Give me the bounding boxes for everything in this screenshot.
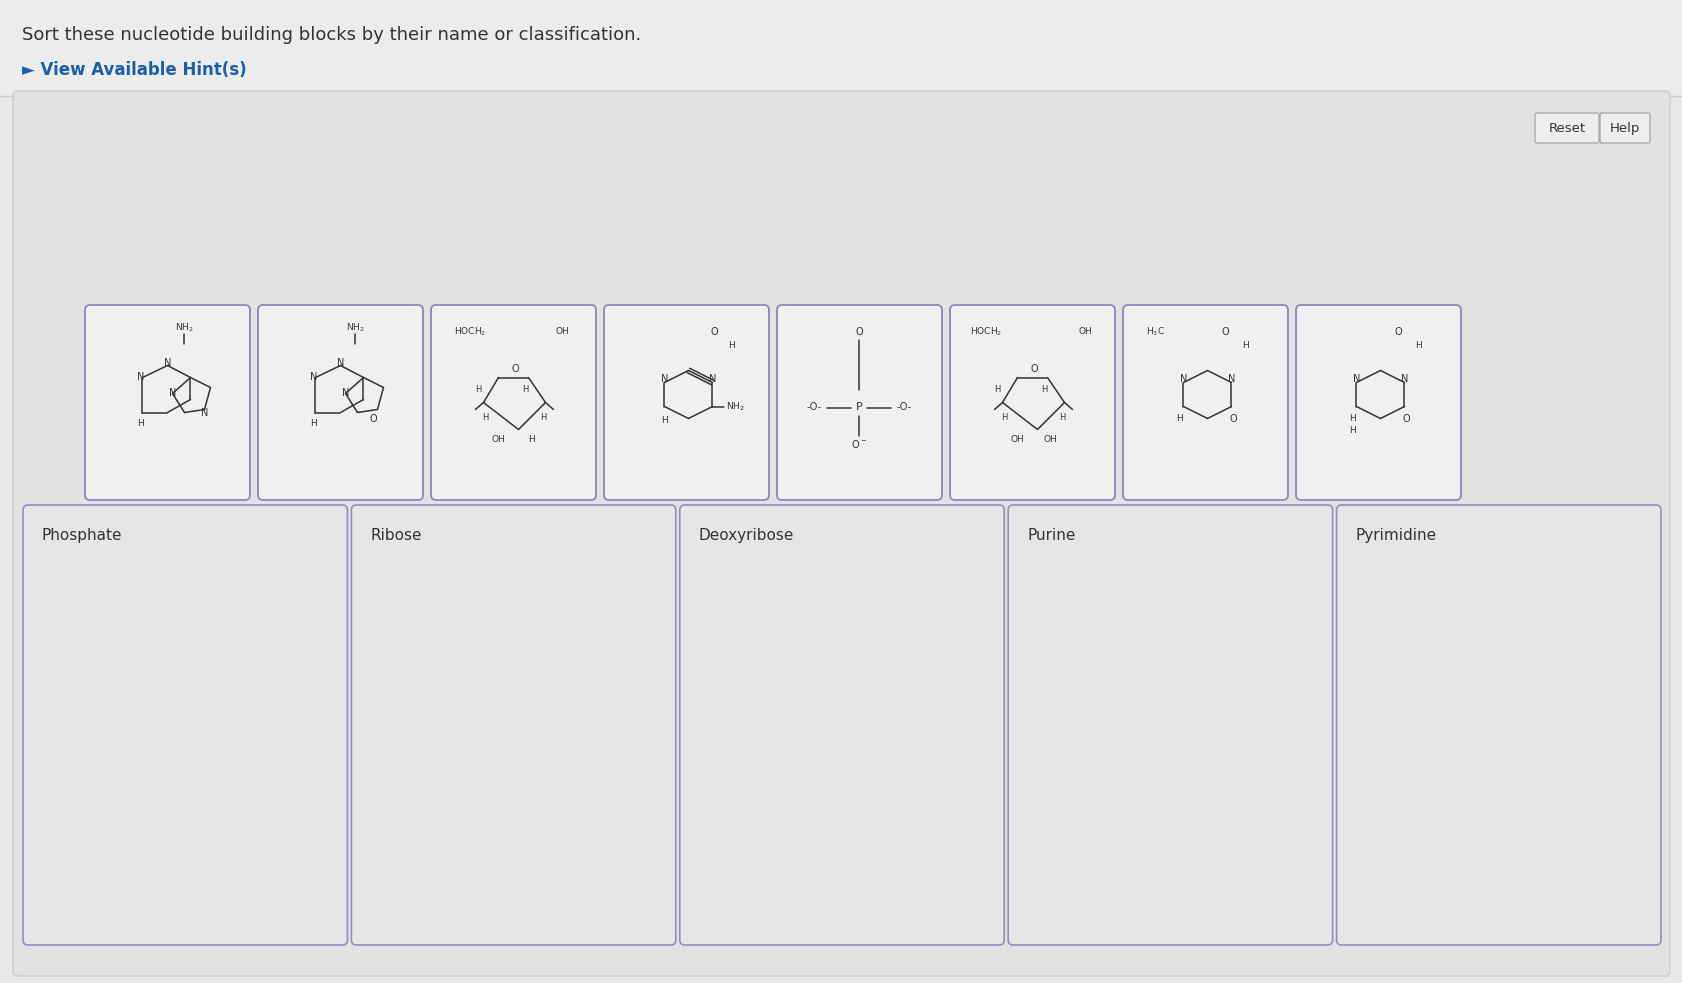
Text: NH$_2$: NH$_2$: [346, 321, 365, 334]
Text: H: H: [540, 413, 547, 422]
Text: N: N: [708, 374, 717, 383]
Text: N: N: [1399, 374, 1408, 383]
Text: -O-: -O-: [897, 402, 912, 413]
Text: -O-: -O-: [806, 402, 821, 413]
Text: H: H: [1058, 413, 1065, 422]
Text: N: N: [163, 359, 172, 369]
Text: NH$_2$: NH$_2$: [175, 321, 193, 334]
Text: N: N: [336, 359, 345, 369]
Text: ► View Available Hint(s): ► View Available Hint(s): [22, 61, 247, 79]
Text: N: N: [661, 374, 668, 383]
Text: N: N: [136, 373, 145, 382]
FancyBboxPatch shape: [949, 305, 1115, 500]
Text: H: H: [136, 419, 143, 428]
Text: H$_3$C: H$_3$C: [1145, 325, 1164, 338]
Text: H: H: [994, 385, 1001, 394]
Text: OH: OH: [1078, 327, 1092, 336]
Text: P: P: [856, 402, 863, 413]
Text: HOCH$_2$: HOCH$_2$: [454, 325, 486, 338]
Text: NH$_2$: NH$_2$: [727, 400, 745, 413]
Text: O: O: [1221, 327, 1228, 337]
FancyBboxPatch shape: [1600, 113, 1648, 143]
Text: O: O: [1230, 414, 1236, 424]
Text: Help: Help: [1610, 122, 1640, 135]
Text: O: O: [854, 327, 863, 337]
Text: O: O: [511, 365, 520, 375]
Text: N: N: [1228, 374, 1235, 383]
Text: O: O: [710, 327, 718, 337]
Text: H: H: [474, 385, 481, 394]
Text: N: N: [200, 408, 209, 418]
Text: N: N: [309, 373, 316, 382]
Text: H: H: [483, 413, 488, 422]
FancyBboxPatch shape: [604, 305, 769, 500]
FancyBboxPatch shape: [13, 91, 1669, 976]
FancyBboxPatch shape: [1534, 113, 1598, 143]
Text: Ribose: Ribose: [370, 528, 422, 543]
Text: O: O: [370, 415, 377, 425]
Text: H: H: [528, 435, 535, 444]
Text: O: O: [1401, 414, 1410, 424]
Text: H: H: [1349, 426, 1356, 435]
Text: N: N: [341, 388, 348, 398]
Text: Phosphate: Phosphate: [42, 528, 123, 543]
Text: HOCH$_2$: HOCH$_2$: [969, 325, 1002, 338]
FancyBboxPatch shape: [1008, 505, 1332, 945]
Text: OH: OH: [1043, 435, 1056, 444]
Text: Deoxyribose: Deoxyribose: [698, 528, 794, 543]
Text: N: N: [1352, 374, 1359, 383]
Text: H: H: [1041, 385, 1048, 394]
Text: N: N: [168, 388, 177, 398]
Text: H: H: [1001, 413, 1008, 422]
Text: Reset: Reset: [1547, 122, 1584, 135]
Text: O: O: [1394, 327, 1401, 337]
Text: N: N: [1179, 374, 1186, 383]
Text: Pyrimidine: Pyrimidine: [1354, 528, 1436, 543]
FancyBboxPatch shape: [257, 305, 422, 500]
Text: H: H: [1349, 414, 1356, 423]
FancyBboxPatch shape: [1295, 305, 1460, 500]
Text: H: H: [521, 385, 528, 394]
FancyBboxPatch shape: [0, 0, 1682, 96]
FancyBboxPatch shape: [777, 305, 942, 500]
Text: O$^-$: O$^-$: [851, 437, 866, 449]
FancyBboxPatch shape: [86, 305, 251, 500]
Text: H: H: [1176, 414, 1182, 423]
Text: H: H: [1415, 341, 1421, 351]
FancyBboxPatch shape: [1122, 305, 1287, 500]
Text: OH: OH: [491, 435, 505, 444]
Text: H: H: [661, 416, 668, 425]
Text: Sort these nucleotide building blocks by their name or classification.: Sort these nucleotide building blocks by…: [22, 26, 641, 44]
Text: O: O: [1029, 365, 1038, 375]
Text: OH: OH: [555, 327, 569, 336]
Text: H: H: [728, 341, 735, 351]
FancyBboxPatch shape: [352, 505, 676, 945]
Text: OH: OH: [1009, 435, 1024, 444]
FancyBboxPatch shape: [1336, 505, 1660, 945]
Text: H: H: [1241, 341, 1248, 351]
FancyBboxPatch shape: [24, 505, 346, 945]
FancyBboxPatch shape: [680, 505, 1004, 945]
FancyBboxPatch shape: [431, 305, 595, 500]
Text: Purine: Purine: [1026, 528, 1075, 543]
Text: H: H: [309, 419, 316, 428]
